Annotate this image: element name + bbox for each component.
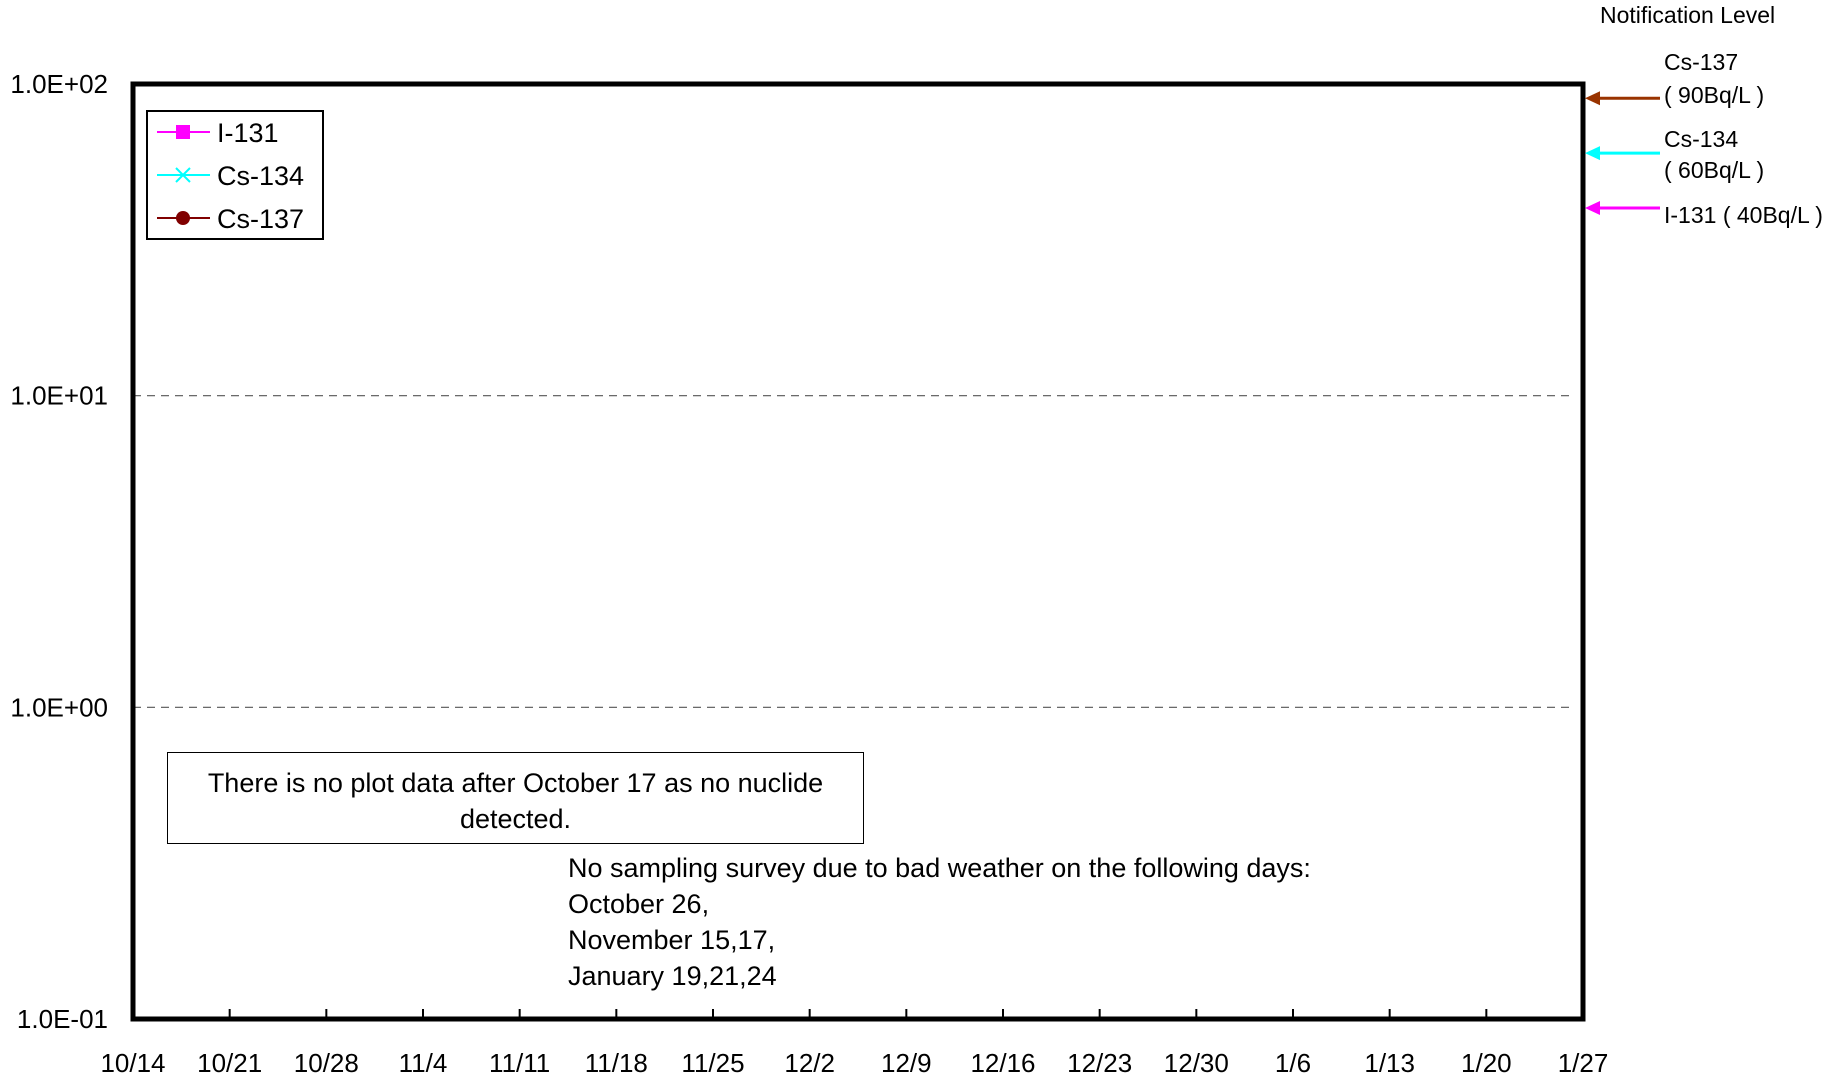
no-sampling-line: January 19,21,24 [568, 961, 777, 991]
x-tick-label: 11/11 [489, 1048, 550, 1078]
no-sampling-line: No sampling survey due to bad weather on… [568, 853, 1311, 883]
no-sampling-line: November 15,17, [568, 925, 776, 955]
y-tick-label: 1.0E+02 [10, 69, 108, 99]
no-sampling-note: No sampling survey due to bad weather on… [568, 850, 1468, 994]
x-tick-label: 10/14 [100, 1048, 165, 1078]
notification-level-cs134-value: ( 60Bq/L ) [1664, 157, 1765, 183]
legend: I-131 Cs-134 Cs-137 [146, 110, 324, 240]
notification-level-i131-value: I-131 ( 40Bq/L ) [1664, 202, 1823, 228]
no-data-note: There is no plot data after October 17 a… [167, 752, 864, 844]
legend-label: Cs-134 [217, 161, 304, 191]
notification-level-cs134-name: Cs-134 [1664, 126, 1739, 152]
notification-level-cs137-name: Cs-137 [1664, 49, 1739, 75]
level-arrow-head [1585, 146, 1600, 161]
notification-level-cs137-value: ( 90Bq/L ) [1664, 82, 1765, 108]
legend-label: I-131 [217, 118, 279, 148]
notification-level-title: Notification Level [1600, 2, 1776, 28]
x-tick-label: 1/13 [1364, 1048, 1415, 1078]
plot-area [130, 81, 1586, 1022]
level-arrow-head [1585, 201, 1600, 216]
no-data-note-text: There is no plot data after October 17 a… [207, 768, 824, 834]
y-tick-label: 1.0E+00 [10, 692, 108, 722]
legend-marker-square [176, 125, 190, 139]
legend-marker-circle [176, 211, 190, 225]
x-axis: 10/14 10/21 10/28 11/4 11/11 11/18 11/25 12/2 12… [100, 1009, 1608, 1078]
gridlines [133, 395, 1575, 708]
legend-label: Cs-137 [217, 204, 304, 234]
level-arrow-head [1585, 91, 1600, 106]
x-tick-label: 12/23 [1067, 1048, 1132, 1078]
x-tick-label: 10/21 [197, 1048, 262, 1078]
x-tick-label: 1/20 [1461, 1048, 1512, 1078]
x-tick-label: 11/18 [585, 1048, 648, 1078]
x-tick-label: 10/28 [294, 1048, 359, 1078]
y-axis: 1.0E+02 1.0E+01 1.0E+00 1.0E-01 [10, 69, 108, 1034]
x-tick-label: 1/6 [1275, 1048, 1311, 1078]
no-sampling-line: October 26, [568, 889, 710, 919]
x-tick-label: 12/16 [970, 1048, 1035, 1078]
notification-level-arrows [1585, 91, 1660, 216]
x-tick-label: 11/25 [681, 1048, 744, 1078]
y-tick-label: 1.0E+01 [10, 381, 108, 411]
x-tick-label: 11/4 [399, 1048, 448, 1078]
x-tick-label: 12/9 [881, 1048, 932, 1078]
x-tick-label: 1/27 [1558, 1048, 1609, 1078]
y-tick-label: 1.0E-01 [17, 1004, 108, 1034]
legend-marker-x [175, 167, 191, 183]
x-tick-label: 12/30 [1164, 1048, 1229, 1078]
x-tick-label: 12/2 [784, 1048, 835, 1078]
